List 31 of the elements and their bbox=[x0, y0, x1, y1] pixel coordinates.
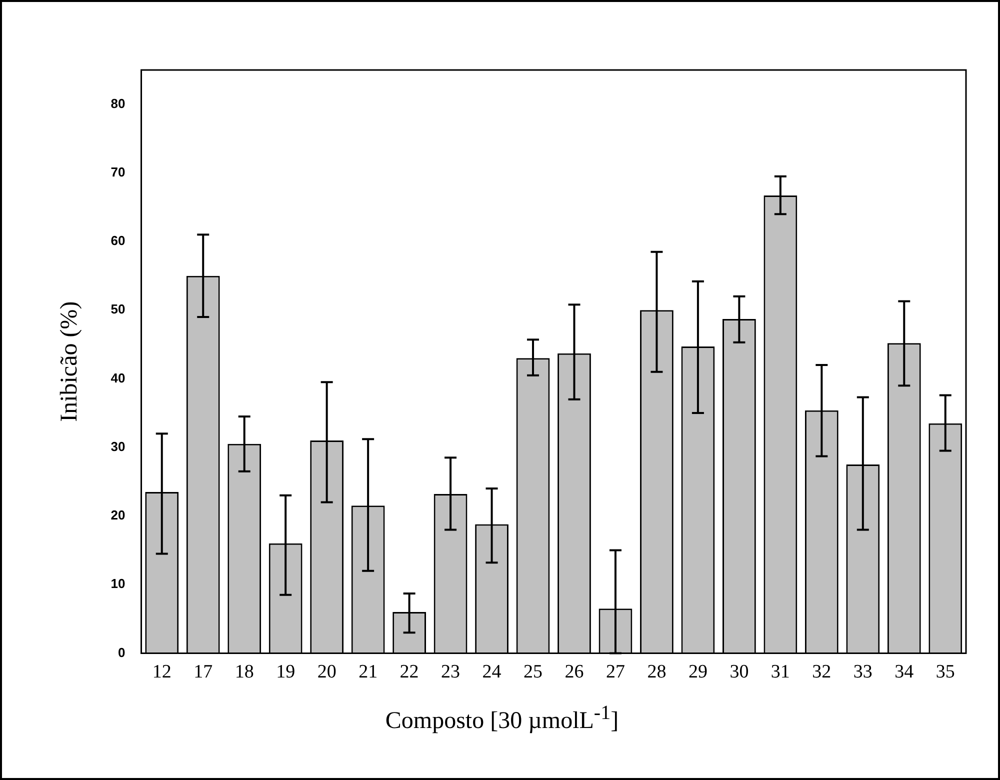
y-tick-label: 50 bbox=[110, 302, 126, 317]
x-tick-label: 34 bbox=[894, 662, 914, 683]
y-tick-label: 40 bbox=[110, 370, 126, 386]
x-tick-label: 32 bbox=[812, 662, 832, 683]
y-tick-label: 20 bbox=[110, 508, 126, 523]
x-tick-label: 20 bbox=[317, 662, 336, 683]
y-tick-label: 10 bbox=[110, 576, 126, 592]
x-tick-label: 31 bbox=[770, 662, 790, 683]
x-tick-label: 12 bbox=[152, 662, 172, 683]
x-tick-label: 27 bbox=[606, 662, 625, 683]
x-tick-label: 17 bbox=[194, 662, 213, 683]
x-tick-label: 23 bbox=[441, 662, 460, 683]
x-tick-label: 26 bbox=[564, 662, 584, 683]
x-tick-label: 28 bbox=[647, 662, 666, 683]
x-tick-label: 24 bbox=[482, 662, 502, 683]
y-tick-label: 30 bbox=[110, 438, 126, 454]
x-tick-label: 35 bbox=[936, 662, 955, 683]
x-tick-label: 18 bbox=[234, 662, 254, 683]
x-tick-label: 19 bbox=[276, 662, 296, 683]
y-tick-label: 70 bbox=[110, 164, 126, 180]
x-tick-label: 30 bbox=[730, 662, 749, 683]
x-tick-label: 21 bbox=[358, 662, 378, 683]
y-axis-title: Inibicão (%) bbox=[56, 301, 83, 422]
x-tick-label: 22 bbox=[400, 662, 419, 683]
x-tick-label: 25 bbox=[524, 662, 543, 683]
x-tick-label: 29 bbox=[688, 662, 708, 683]
x-axis-title: Composto [30 µmolL$^{-1}$] bbox=[384, 702, 620, 735]
y-tick-label: 0 bbox=[118, 644, 126, 660]
x-tick-label: 33 bbox=[853, 662, 872, 683]
y-tick-label: 60 bbox=[110, 233, 126, 248]
y-tick-label: 80 bbox=[110, 96, 126, 111]
